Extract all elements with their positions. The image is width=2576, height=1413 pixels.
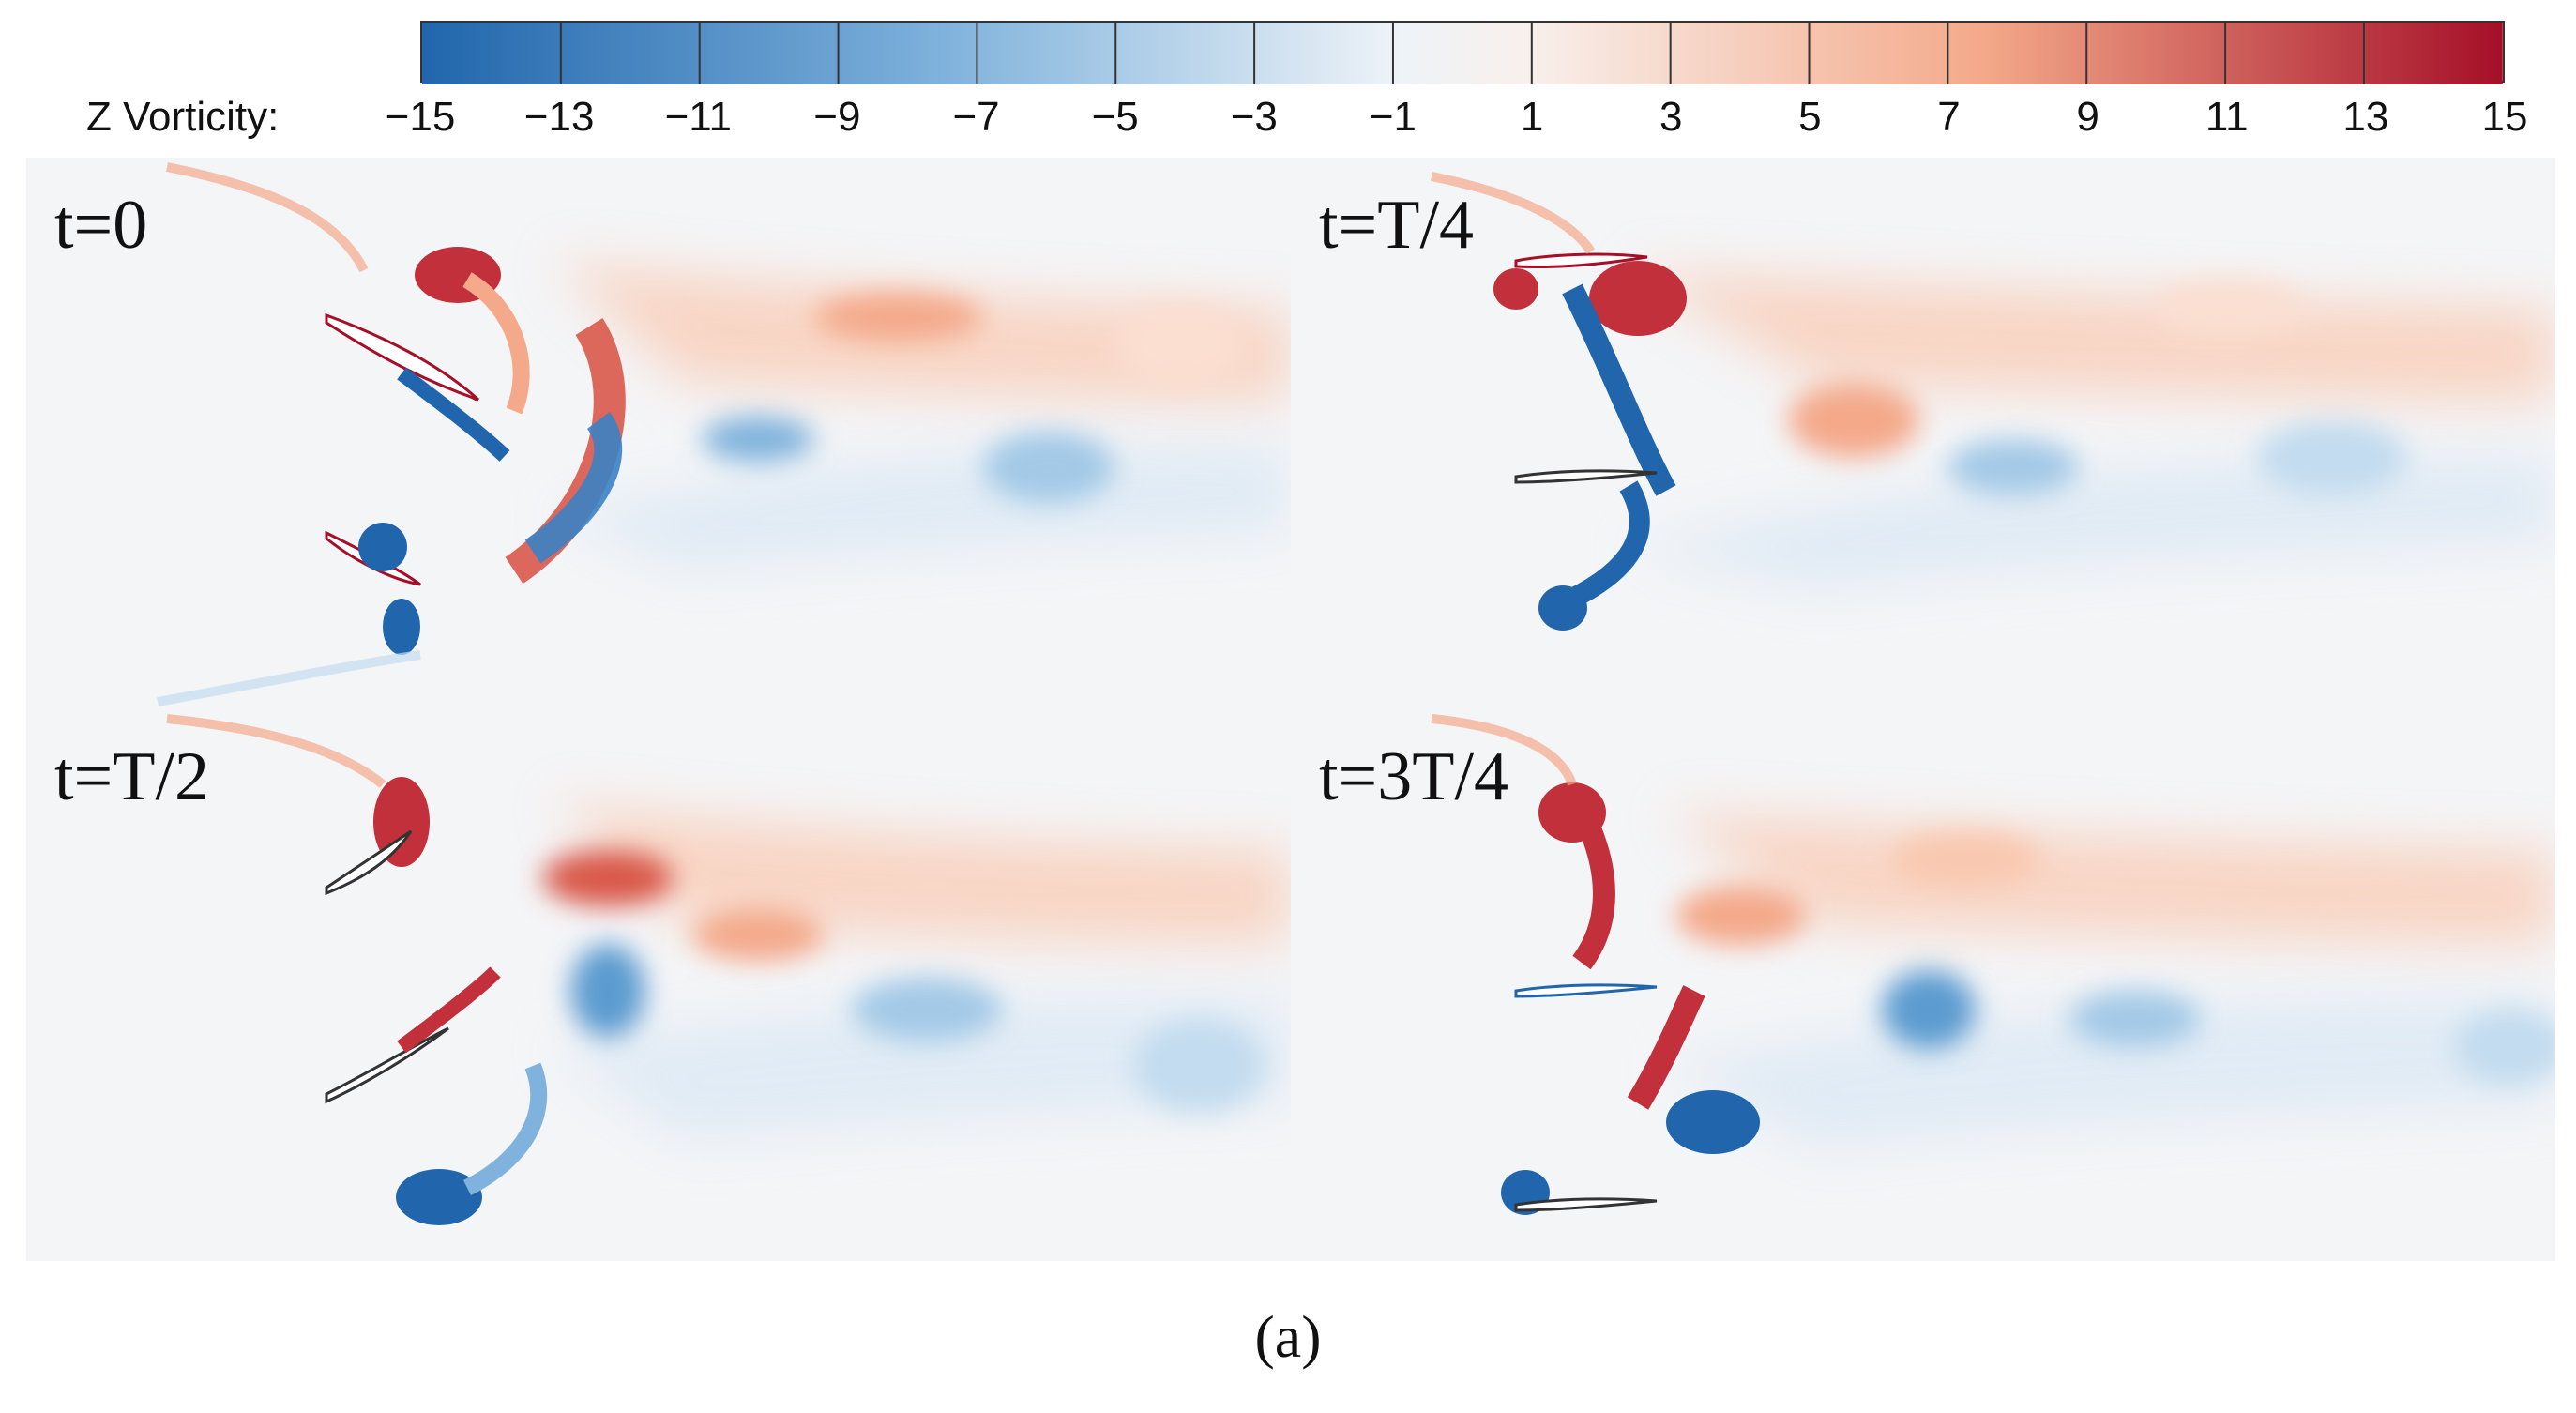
panel-t-half: t=T/2	[26, 709, 1291, 1261]
colorbar-tick-label: 5	[1798, 94, 1822, 140]
colorbar-tick-label: −1	[1369, 94, 1417, 140]
vorticity-field-t0	[157, 162, 1291, 706]
colorbar-tick-label: −3	[1230, 94, 1278, 140]
colorbar	[420, 21, 2505, 84]
panel-t-three-quarter: t=3T/4	[1291, 709, 2555, 1261]
colorbar-tick-label: −9	[813, 94, 861, 140]
panel-label-t0: t=0	[54, 187, 148, 264]
colorbar-tick-label: 1	[1520, 94, 1544, 140]
panel-label-t-three-quarter: t=3T/4	[1319, 738, 1509, 815]
colorbar-gradient	[422, 23, 2503, 84]
colorbar-tick-label: −15	[385, 94, 456, 140]
colorbar-tick-label: 3	[1659, 94, 1683, 140]
colorbar-tick-label: 13	[2342, 94, 2389, 140]
colorbar-tick-label: 11	[2205, 94, 2249, 140]
colorbar-tick-label: −7	[952, 94, 1000, 140]
colorbar-tick-label: 9	[2076, 94, 2099, 140]
panel-label-t-quarter: t=T/4	[1319, 187, 1475, 264]
panel-label-t-half: t=T/2	[54, 738, 210, 815]
panel-t0: t=0	[26, 158, 1291, 709]
colorbar-tick-label: −11	[664, 94, 732, 140]
colorbar-tick-label: −13	[523, 94, 595, 140]
vorticity-field-t-three-quarter	[1431, 714, 2555, 1215]
figure-caption: (a)	[1254, 1303, 1322, 1370]
vorticity-panels: t=0 t=T/4	[26, 158, 2555, 1261]
vorticity-field-t-quarter	[1431, 172, 2555, 631]
colorbar-title: Z Vorticity:	[86, 94, 280, 140]
colorbar-tick-label: −5	[1091, 94, 1139, 140]
vorticity-field-t-half	[166, 714, 1291, 1225]
colorbar-tick-label: 15	[2481, 94, 2528, 140]
colorbar-tick-label: 7	[1937, 94, 1961, 140]
panel-t-quarter: t=T/4	[1291, 158, 2555, 709]
